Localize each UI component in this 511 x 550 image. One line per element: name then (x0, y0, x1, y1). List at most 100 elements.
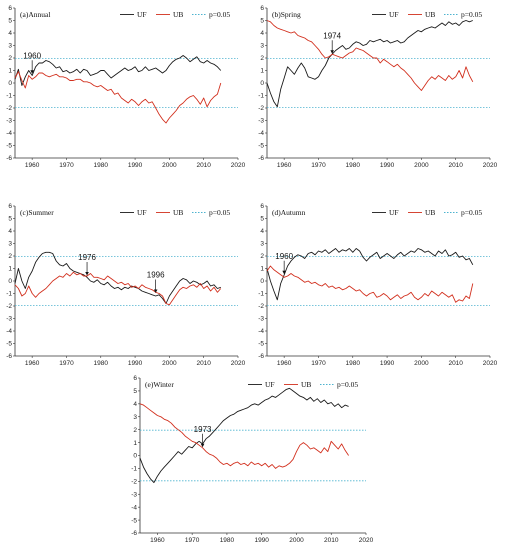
x-tick-label: 1960 (277, 360, 292, 367)
chart-title: (c)Summer (20, 208, 54, 217)
annotation-arrowhead (330, 50, 334, 54)
y-tick-label: 5 (8, 216, 12, 223)
x-tick-label: 2020 (231, 360, 246, 367)
x-tick-label: 2000 (162, 162, 177, 169)
legend-label: p=0.05 (337, 380, 358, 389)
legend-label: p=0.05 (461, 208, 482, 217)
annotation-label: 1960 (23, 51, 41, 60)
y-tick-label: 4 (260, 30, 264, 37)
x-tick-label: 2000 (289, 537, 304, 544)
x-tick-label: 1970 (59, 360, 74, 367)
series-line-UF (139, 387, 349, 484)
x-tick-label: 1960 (150, 537, 165, 544)
annotation-label: 1960 (275, 252, 293, 261)
y-tick-label: -2 (258, 105, 264, 112)
y-tick-label: 6 (8, 203, 12, 210)
y-tick-label: 1 (8, 266, 12, 273)
x-tick-label: 1990 (128, 162, 143, 169)
x-tick-label: 1990 (128, 360, 143, 367)
x-tick-label: 2020 (483, 360, 498, 367)
y-tick-label: 5 (8, 18, 12, 25)
y-tick-label: 4 (260, 228, 264, 235)
legend-label: UB (301, 380, 311, 389)
chart-panel-2: -6 -5 -4 -3 -2 -1 0 1 2 3 4 5 6 1960 1970 1980 1990 2000 2… (6, 203, 245, 367)
x-tick-label: 1990 (254, 537, 269, 544)
annotation-label: 1974 (323, 31, 341, 40)
chart-title: (b)Spring (272, 10, 301, 19)
y-tick-label: 4 (8, 30, 12, 37)
series-line-UF (14, 55, 222, 86)
y-tick-label: -1 (258, 291, 264, 298)
annotation-arrowhead (282, 270, 286, 275)
y-tick-label: 0 (260, 278, 264, 285)
x-tick-label: 1960 (277, 162, 292, 169)
legend-label: UF (265, 380, 275, 389)
x-tick-label: 1980 (220, 537, 235, 544)
x-tick-label: 1970 (311, 162, 326, 169)
y-tick-label: 3 (260, 241, 264, 248)
y-tick-label: -5 (131, 517, 137, 524)
y-tick-label: -4 (131, 504, 137, 511)
y-tick-label: -6 (131, 530, 137, 537)
annotation-arrowhead (30, 70, 34, 74)
y-tick-label: 0 (8, 80, 12, 87)
x-tick-label: 1960 (25, 360, 40, 367)
x-tick-label: 1970 (311, 360, 326, 367)
y-tick-label: -1 (6, 93, 12, 100)
annotation-arrowhead (200, 443, 205, 448)
legend-label: UF (137, 208, 147, 217)
y-tick-label: 2 (260, 253, 264, 260)
legend-label: p=0.05 (209, 208, 230, 217)
y-tick-label: 4 (8, 228, 12, 235)
y-tick-label: 0 (133, 453, 137, 460)
y-tick-label: -4 (258, 130, 264, 137)
y-tick-label: 6 (8, 5, 12, 12)
x-tick-label: 1970 (185, 537, 200, 544)
x-tick-label: 1980 (94, 162, 109, 169)
chart-panel-4: -6 -5 -4 -3 -2 -1 0 1 2 3 4 5 6 1960 1970 1980 1990 2000 2… (131, 375, 373, 544)
x-tick-label: 1990 (380, 162, 395, 169)
y-tick-label: 1 (260, 68, 264, 75)
y-tick-label: -5 (6, 143, 12, 150)
series-line-UF (266, 248, 474, 301)
series-line-UF (266, 20, 473, 108)
y-tick-label: 4 (133, 401, 137, 408)
annotation-label: 1973 (194, 425, 212, 434)
y-tick-label: 1 (133, 440, 137, 447)
x-tick-label: 1980 (346, 360, 361, 367)
legend-label: UB (425, 10, 435, 19)
y-tick-label: 6 (260, 203, 264, 210)
y-tick-label: -2 (258, 303, 264, 310)
chart-panel-3: -6 -5 -4 -3 -2 -1 0 1 2 3 4 5 6 1960 1970 1980 1990 2000 2… (258, 203, 497, 367)
x-tick-label: 1990 (380, 360, 395, 367)
y-tick-label: 0 (8, 278, 12, 285)
y-tick-label: -3 (258, 316, 264, 323)
legend-label: UF (389, 10, 399, 19)
y-tick-label: -5 (258, 341, 264, 348)
series-line-UB (266, 20, 474, 91)
annotation-arrowhead (153, 289, 158, 293)
x-tick-label: 2010 (196, 162, 211, 169)
x-tick-label: 1970 (59, 162, 74, 169)
y-tick-label: -2 (6, 303, 12, 310)
legend-label: p=0.05 (209, 10, 230, 19)
annotation-label: 1976 (78, 253, 96, 262)
y-tick-label: 3 (8, 241, 12, 248)
x-tick-label: 1960 (25, 162, 40, 169)
y-tick-label: -6 (6, 353, 12, 360)
y-tick-label: -1 (6, 291, 12, 298)
y-tick-label: 5 (260, 216, 264, 223)
legend-label: UB (173, 10, 183, 19)
y-tick-label: -1 (258, 93, 264, 100)
y-tick-label: -3 (258, 118, 264, 125)
y-tick-label: -1 (131, 466, 137, 473)
x-tick-label: 2000 (414, 162, 429, 169)
series-line-UB (139, 403, 349, 469)
x-tick-label: 1980 (346, 162, 361, 169)
x-tick-label: 2010 (448, 360, 463, 367)
y-tick-label: 6 (133, 375, 137, 382)
y-tick-label: 3 (133, 414, 137, 421)
y-tick-label: 1 (260, 266, 264, 273)
x-tick-label: 2020 (231, 162, 246, 169)
x-tick-label: 2000 (162, 360, 177, 367)
